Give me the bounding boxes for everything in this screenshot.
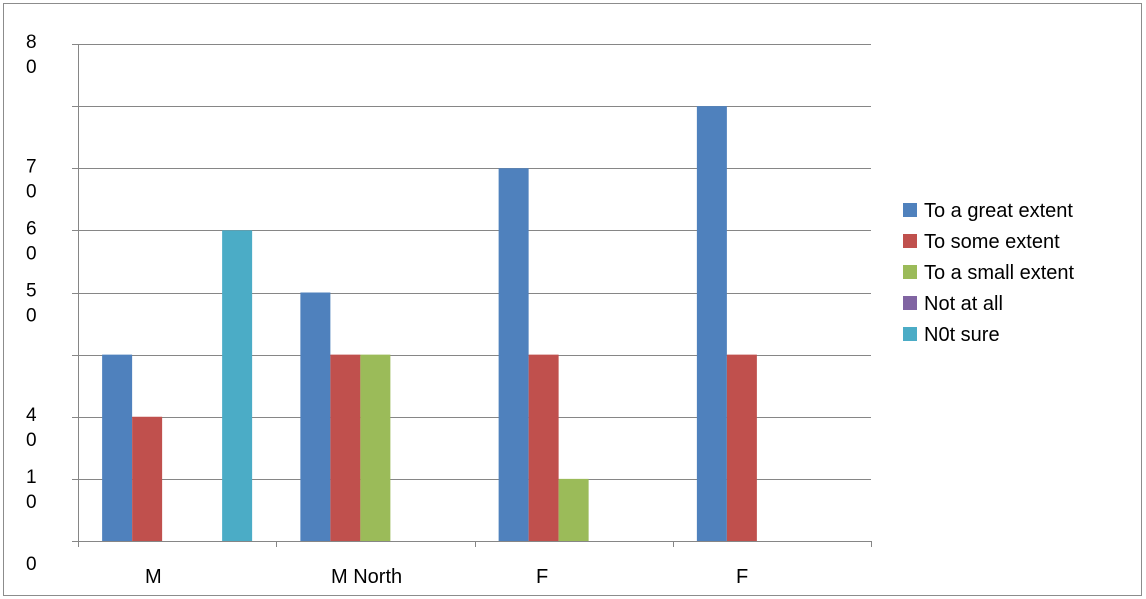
legend-item: Not at all [903, 293, 1003, 315]
legend-swatch [903, 234, 917, 248]
legend-item: To a great extent [903, 200, 1073, 222]
bar [132, 416, 163, 541]
legend-swatch [903, 296, 917, 310]
legend-item: N0t sure [903, 324, 1000, 346]
bar [360, 354, 391, 541]
axes [72, 44, 872, 547]
bar [102, 354, 133, 541]
legend-swatch [903, 327, 917, 341]
bar [330, 354, 361, 541]
bar [726, 354, 757, 541]
legend-swatch [903, 265, 917, 279]
legend-label: Not at all [924, 293, 1003, 315]
legend: To a great extent To some extent To a smal… [903, 200, 1075, 346]
legend-item: To a small extent [903, 262, 1075, 284]
bar [558, 478, 589, 541]
gridlines [78, 44, 871, 480]
bar [498, 168, 529, 541]
x-tick-label: F [536, 566, 548, 588]
bar [222, 230, 253, 541]
bar [528, 354, 559, 541]
y-tick-labels: 0 1 0 4 0 5 0 6 0 7 0 8 0 [26, 32, 37, 575]
x-tick-labels: M M North F F [145, 566, 748, 588]
legend-label: To some extent [924, 231, 1060, 253]
legend-item: To some extent [903, 231, 1060, 253]
x-tick-label: F [736, 566, 748, 588]
legend-label: N0t sure [924, 324, 1000, 346]
legend-label: To a great extent [924, 200, 1073, 222]
bars [102, 106, 757, 541]
y-tick-label: 0 [26, 554, 37, 575]
x-tick-label: M North [331, 566, 402, 588]
bar [300, 292, 331, 541]
x-tick-label: M [145, 566, 162, 588]
legend-swatch [903, 203, 917, 217]
bar-chart: 0 1 0 4 0 5 0 6 0 7 0 8 0 M M North F F To a great exte… [26, 32, 1075, 588]
bar [696, 106, 727, 541]
legend-label: To a small extent [924, 262, 1075, 284]
